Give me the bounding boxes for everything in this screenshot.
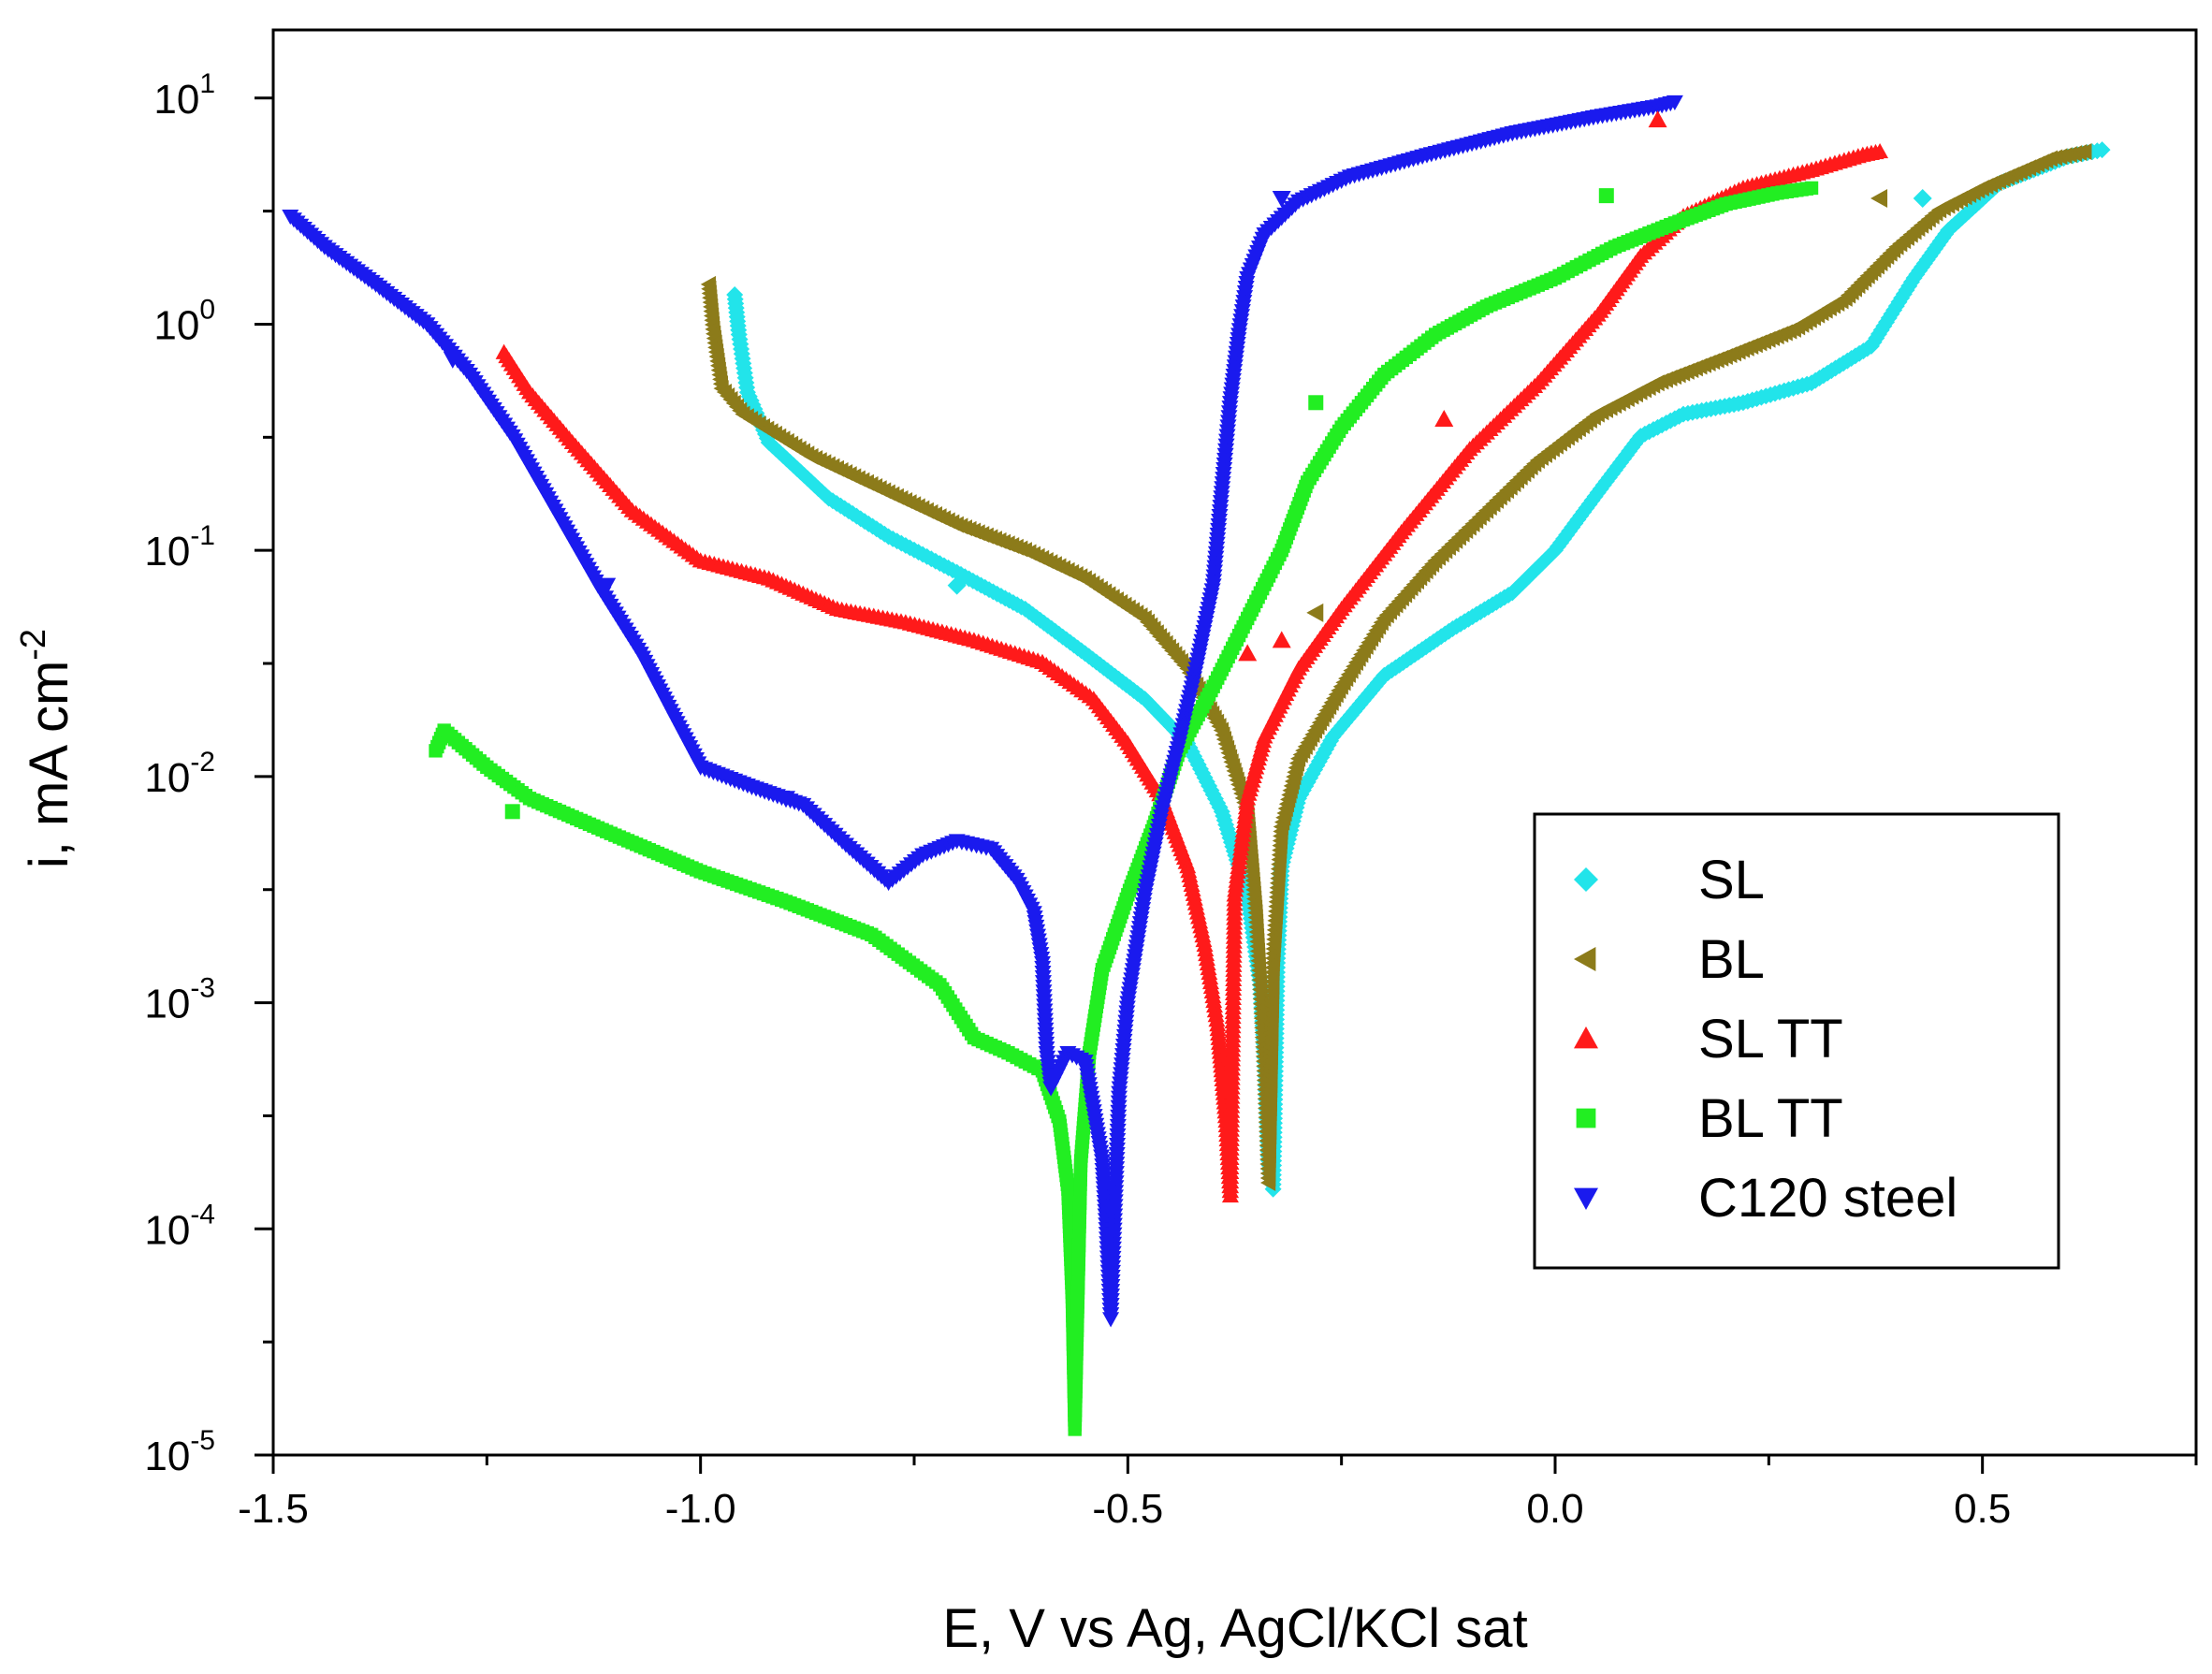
x-tick-label: -1.0: [665, 1486, 736, 1532]
data-point: [947, 575, 967, 595]
x-axis-title: E, V vs Ag, AgCl/KCl sat: [942, 1598, 1527, 1659]
legend-item: C120 steel: [1574, 1168, 1957, 1229]
x-tick-label: -0.5: [1092, 1486, 1163, 1532]
plot-frame: [271, 28, 2198, 1457]
data-point: [1913, 189, 1932, 209]
x-axis: -1.5 -1.0 -0.5 0.0 0.5: [238, 1455, 2198, 1532]
outlier-points: [443, 110, 1932, 820]
y-tick-exponent: -5: [190, 1425, 215, 1456]
y-tick-exponent: -1: [190, 520, 215, 551]
y-axis-title-exponent: -2: [14, 629, 53, 661]
y-axis-title-text: i, mA cm: [19, 661, 80, 868]
legend-marker: [1574, 1026, 1598, 1049]
y-tick-base: 10: [144, 755, 190, 801]
y-tick-exponent: 0: [199, 294, 215, 325]
legend-item: SL: [1574, 850, 1765, 910]
y-tick-label: 10-3: [144, 973, 215, 1027]
series-c120-steel: [282, 95, 1683, 1328]
data-point: [1666, 95, 1683, 111]
legend-label: BL: [1698, 929, 1765, 990]
data-point: [2076, 142, 2092, 160]
data-point: [1238, 644, 1258, 662]
y-tick-label: 101: [153, 68, 215, 123]
data-point: [597, 577, 617, 595]
legend-box: [1533, 812, 2060, 1270]
legend-label: C120 steel: [1698, 1168, 1957, 1229]
data-point: [1308, 395, 1324, 411]
data-point: [1648, 110, 1667, 128]
data-point: [1272, 191, 1291, 209]
data-point: [504, 804, 520, 820]
y-tick-base: 10: [144, 982, 190, 1027]
y-tick-exponent: -3: [190, 973, 215, 1004]
legend-marker: [1574, 947, 1596, 971]
data-point: [1871, 142, 1889, 159]
legend-marker: [1574, 1187, 1598, 1210]
y-tick-exponent: -2: [190, 747, 215, 778]
legend-label: SL TT: [1698, 1009, 1843, 1070]
y-tick-exponent: 1: [199, 68, 215, 99]
y-tick-base: 10: [144, 1434, 190, 1479]
y-tick-exponent: -4: [190, 1199, 215, 1230]
data-point: [1306, 603, 1324, 622]
y-tick-label: 10-4: [144, 1199, 215, 1253]
y-tick-base: 10: [153, 302, 199, 348]
y-tick-label: 100: [153, 294, 215, 348]
data-point: [2093, 141, 2111, 159]
legend-label: SL: [1698, 850, 1765, 910]
legend: SL BL SL TT BL TT C120 steel: [1533, 812, 2060, 1270]
x-tick-label: -1.5: [238, 1486, 309, 1532]
x-tick-label: 0.0: [1526, 1486, 1583, 1532]
y-tick-base: 10: [144, 529, 190, 575]
legend-marker: [1574, 867, 1598, 892]
y-tick-base: 10: [144, 1207, 190, 1253]
legend-item: BL TT: [1576, 1088, 1843, 1149]
legend-item: SL TT: [1574, 1009, 1843, 1070]
legend-items: SL BL SL TT BL TT C120 steel: [1574, 850, 1957, 1229]
legend-item: BL: [1574, 929, 1765, 990]
data-point: [777, 791, 795, 808]
x-tick-label: 0.5: [1954, 1486, 2011, 1532]
y-tick-label: 10-5: [144, 1425, 215, 1479]
data-point: [1434, 410, 1454, 428]
legend-marker: [1576, 1108, 1596, 1128]
y-tick-label: 10-2: [144, 747, 215, 801]
y-axis-title: i, mA cm-2: [14, 629, 80, 868]
legend-label: BL TT: [1698, 1088, 1843, 1149]
data-point: [1804, 181, 1819, 196]
data-point: [443, 351, 462, 369]
series-layer: [282, 95, 2111, 1436]
data-point: [1598, 188, 1614, 204]
data-point: [1272, 631, 1291, 648]
y-tick-base: 10: [153, 77, 199, 123]
y-tick-label: 10-1: [144, 520, 215, 575]
data-point: [1870, 189, 1888, 209]
series-bl: [700, 142, 2092, 1191]
